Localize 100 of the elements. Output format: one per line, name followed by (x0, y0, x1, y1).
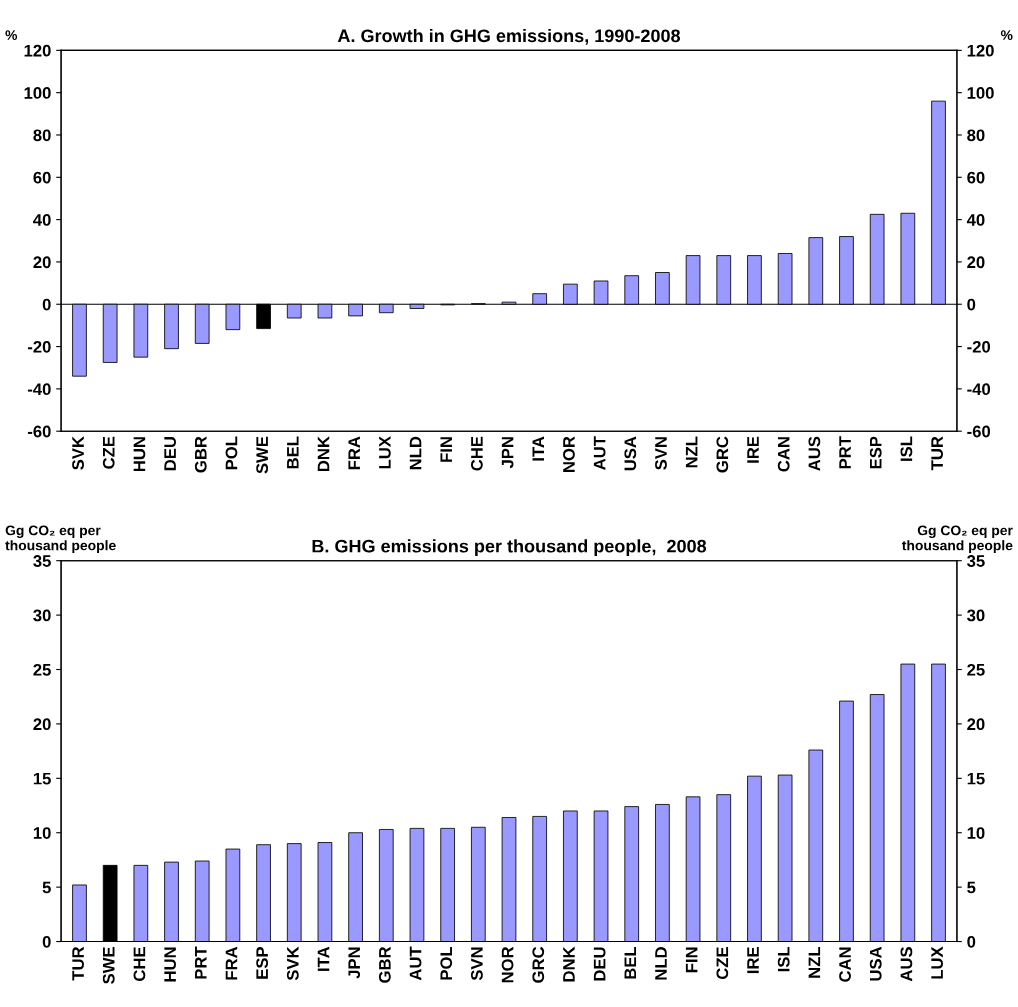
y2-tick-label: 35 (967, 555, 985, 567)
x-tick-label: JPN (348, 947, 361, 979)
x-tick-label: CAN (777, 437, 790, 472)
y-axis-title: Gg CO₂ eq per thousand people (5, 525, 116, 554)
x-tick-label: USA (869, 946, 882, 981)
x-tick-label: TUR (931, 436, 943, 471)
x-tick-label: AUS (808, 436, 821, 471)
x-tick-label: BEL (624, 946, 637, 979)
x-tick-label: CHE (470, 436, 483, 471)
y2-tick-label: -20 (967, 340, 991, 353)
y-tick-label: 20 (33, 718, 51, 731)
y-tick-label: 20 (33, 256, 51, 269)
chart-title: A. Growth in GHG emissions, 1990-2008 (337, 28, 681, 45)
y2-tick-label: 100 (967, 87, 994, 99)
y2-tick-label: 20 (967, 718, 985, 731)
x-tick-label: AUT (409, 946, 422, 981)
x-tick-label: NZL (685, 436, 698, 468)
y2-tick-label: 40 (966, 214, 985, 226)
y2-tick-label: 80 (967, 129, 985, 142)
y2-axis-title: Gg CO₂ eq per thousand people (901, 525, 1013, 554)
x-tick-label: POL (440, 946, 453, 980)
x-tick-label: FIN (685, 947, 698, 973)
y-tick-label: 40 (33, 214, 51, 226)
x-tick-label: DNK (317, 436, 330, 472)
y2-tick-label: 10 (967, 827, 985, 839)
y-axis-title: % (5, 30, 18, 40)
x-tick-label: NOR (563, 436, 575, 472)
x-tick-label: GRC (532, 946, 545, 983)
x-tick-label: NLD (409, 436, 422, 470)
x-tick-label: GBR (378, 946, 391, 983)
x-tick-label: CZE (102, 436, 115, 469)
y-tick-label: 10 (33, 827, 51, 839)
x-tick-label: SVN (655, 437, 667, 470)
y2-tick-label: 0 (967, 298, 976, 311)
x-tick-label: AUS (900, 947, 913, 982)
x-tick-label: SWE (256, 436, 269, 474)
y2-axis-title: % (1000, 30, 1013, 40)
y2-tick-label: 5 (967, 881, 976, 894)
x-tick-label: JPN (501, 437, 514, 469)
y2-tick-label: 0 (967, 935, 976, 948)
y-tick-label: 0 (42, 935, 51, 948)
y2-tick-label: 60 (967, 171, 985, 184)
x-tick-label: ISL (777, 946, 790, 972)
x-tick-label: GBR (194, 436, 207, 473)
x-tick-label: POL (225, 436, 238, 470)
x-tick-label: NLD (655, 947, 667, 980)
x-tick-label: BEL (287, 436, 299, 469)
x-tick-label: AUT (593, 436, 606, 470)
x-tick-label: CZE (716, 947, 729, 980)
y-tick-label: 0 (42, 298, 51, 311)
y-tick-label: 35 (33, 555, 51, 567)
x-tick-label: TUR (72, 946, 84, 981)
y2-tick-label: 15 (967, 772, 985, 785)
x-tick-label: SVN (470, 947, 483, 981)
y-tick-label: 30 (33, 609, 51, 622)
x-tick-label: ITA (317, 946, 330, 971)
x-tick-label: IRE (747, 947, 759, 974)
x-tick-label: SWE (102, 947, 115, 984)
x-tick-label: CHE (133, 947, 146, 981)
x-tick-label: DNK (563, 946, 575, 982)
y-tick-label: 80 (33, 129, 51, 142)
y-tick-label: -60 (27, 425, 51, 438)
y2-tick-label: -60 (967, 425, 991, 438)
x-tick-label: CAN (839, 947, 851, 982)
y-tick-label: 100 (24, 87, 51, 99)
x-tick-label: PRT (195, 946, 207, 979)
y2-tick-label: 20 (967, 256, 985, 269)
x-tick-label: FIN (440, 437, 452, 462)
x-tick-label: DEU (164, 437, 176, 471)
x-tick-label: DEU (593, 947, 606, 981)
x-tick-label: GRC (716, 436, 729, 473)
x-tick-label: NZL (808, 946, 821, 978)
x-tick-label: ESP (869, 436, 882, 469)
y-tick-label: 60 (33, 171, 51, 184)
x-tick-label: SVK (72, 436, 84, 470)
x-tick-label: PRT (839, 436, 851, 469)
y-tick-label: -20 (27, 340, 51, 353)
x-tick-label: IRE (747, 436, 759, 463)
y-tick-label: 15 (33, 772, 51, 785)
y2-tick-label: 25 (967, 663, 985, 676)
y2-tick-label: 120 (967, 44, 994, 57)
x-tick-label: HUN (164, 947, 176, 982)
x-tick-label: ESP (256, 946, 269, 979)
x-tick-label: SVK (286, 946, 299, 981)
x-tick-label: NOR (501, 946, 514, 983)
x-tick-label: FRA (225, 946, 238, 980)
y-tick-label: 120 (24, 44, 51, 57)
x-tick-label: HUN (133, 437, 146, 472)
x-tick-label: ISL (900, 436, 913, 461)
y-tick-label: 25 (33, 663, 51, 676)
y2-tick-label: 30 (967, 609, 985, 622)
y-tick-label: 5 (42, 881, 51, 894)
x-tick-label: LUX (379, 436, 391, 469)
chart-title: B. GHG emissions per thousand people, 2008 (312, 539, 707, 557)
x-tick-label: ITA (532, 436, 544, 461)
y-tick-label: -40 (27, 383, 51, 396)
x-tick-label: LUX (931, 946, 943, 979)
y2-tick-label: -40 (967, 383, 991, 396)
x-tick-label: USA (624, 436, 637, 471)
x-tick-label: FRA (348, 436, 360, 470)
